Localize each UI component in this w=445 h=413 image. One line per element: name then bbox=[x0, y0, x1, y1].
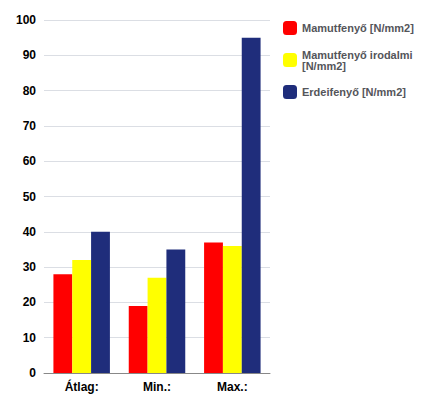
svg-text:40: 40 bbox=[23, 225, 37, 239]
svg-text:[N/mm2]: [N/mm2] bbox=[302, 60, 346, 72]
svg-text:Min.:: Min.: bbox=[143, 380, 171, 394]
svg-text:Max.:: Max.: bbox=[217, 380, 248, 394]
svg-text:70: 70 bbox=[23, 119, 37, 133]
svg-text:Erdeifenyő [N/mm2]: Erdeifenyő [N/mm2] bbox=[302, 86, 406, 98]
svg-text:90: 90 bbox=[23, 48, 37, 62]
svg-text:Mamutfenyő [N/mm2]: Mamutfenyő [N/mm2] bbox=[302, 22, 414, 34]
svg-text:0: 0 bbox=[29, 366, 36, 380]
svg-text:60: 60 bbox=[23, 154, 37, 168]
svg-text:50: 50 bbox=[23, 190, 37, 204]
svg-text:Átlag:: Átlag: bbox=[65, 379, 99, 394]
svg-text:80: 80 bbox=[23, 84, 37, 98]
svg-text:30: 30 bbox=[23, 260, 37, 274]
svg-text:10: 10 bbox=[23, 331, 37, 345]
svg-text:Mamutfenyő irodalmi: Mamutfenyő irodalmi bbox=[302, 48, 413, 61]
svg-text:100: 100 bbox=[16, 13, 36, 27]
svg-text:20: 20 bbox=[23, 295, 37, 309]
